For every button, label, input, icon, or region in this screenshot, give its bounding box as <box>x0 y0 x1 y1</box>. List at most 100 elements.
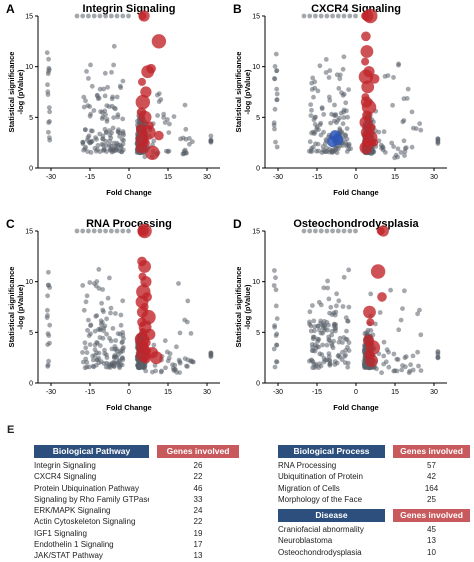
gene-point <box>101 86 106 92</box>
gene-point <box>188 358 194 364</box>
gene-point <box>272 268 277 273</box>
gene-point <box>312 342 318 348</box>
gene-point <box>167 121 172 127</box>
gene-point <box>92 328 98 334</box>
gene-point <box>394 368 400 374</box>
gene-point <box>109 149 115 155</box>
gene-point <box>325 327 330 333</box>
gene-point <box>99 142 105 147</box>
gene-point <box>185 298 191 304</box>
gene-point <box>104 316 109 322</box>
row-name: RNA Processing <box>278 461 337 470</box>
highlighted-gene-point <box>370 264 386 279</box>
table-row: Protein Ubiquination Pathway 46 <box>34 483 239 494</box>
gene-point <box>386 349 391 355</box>
gene-point <box>389 140 395 146</box>
panel-label-e: E <box>7 424 15 436</box>
row-genes-count: 22 <box>193 472 203 482</box>
highlighted-gene-point <box>140 86 152 98</box>
y-axis-label-line1: Statistical significance <box>7 52 16 133</box>
gene-point <box>80 350 85 355</box>
x-tick-label: 30 <box>203 389 211 396</box>
gene-point <box>307 139 313 145</box>
y-axis-label-line2: -log (pValue) <box>243 284 252 330</box>
gene-point <box>113 311 118 316</box>
gene-point <box>188 331 194 336</box>
x-tick-label: 0 <box>354 389 358 396</box>
highlighted-gene-point <box>377 292 387 302</box>
volcano-plots-figure: A Integrin Signaling 0 5 10 15 -30 -15 0 15 30 Fold… <box>6 2 447 412</box>
gene-point <box>184 150 189 156</box>
gene-point <box>182 102 188 108</box>
y-tick-label: 15 <box>25 229 33 236</box>
gene-point <box>301 13 307 19</box>
x-tick-label: -30 <box>273 174 283 181</box>
gene-point <box>321 129 326 135</box>
gene-point <box>416 363 421 369</box>
y-axis-label-line2: -log (pValue) <box>243 69 252 115</box>
x-tick-label: -15 <box>312 174 322 181</box>
gene-point <box>311 318 317 324</box>
gene-point <box>374 366 379 372</box>
gene-point <box>307 13 313 19</box>
gene-point <box>418 127 424 133</box>
gene-point <box>346 267 352 273</box>
y-tick-label: 15 <box>252 14 260 21</box>
gene-point <box>399 367 405 373</box>
gene-point <box>183 126 189 132</box>
gene-point <box>418 368 424 373</box>
gene-point <box>368 291 374 297</box>
gene-point <box>400 363 405 368</box>
highlighted-gene-point <box>141 65 155 79</box>
gene-point <box>271 120 277 126</box>
gene-point <box>170 366 176 371</box>
gene-point <box>417 121 423 126</box>
row-name: JAK/STAT Pathway <box>34 551 103 561</box>
x-tick-label: 15 <box>391 174 399 181</box>
gene-point <box>398 150 404 155</box>
gene-point <box>388 287 393 293</box>
gene-point <box>400 119 406 125</box>
gene-point <box>84 293 90 299</box>
gene-point <box>341 54 347 60</box>
gene-point <box>165 358 171 364</box>
gene-point <box>95 143 101 148</box>
gene-point <box>337 72 343 78</box>
gene-point <box>307 228 313 234</box>
gene-point <box>162 120 168 125</box>
gene-point <box>344 126 350 131</box>
row-name: CXCR4 Signaling <box>34 472 97 482</box>
gene-point <box>274 144 280 150</box>
highlighted-gene-point <box>135 142 148 154</box>
gene-point <box>126 228 131 234</box>
gene-point <box>274 91 280 97</box>
y-tick-label: 10 <box>25 279 33 286</box>
gene-point <box>108 305 114 311</box>
gene-point <box>401 138 407 144</box>
gene-point <box>86 228 91 234</box>
y-axis-label-line2: -log (pValue) <box>16 284 25 330</box>
gene-point <box>335 228 341 234</box>
y-tick-label: 5 <box>29 330 33 337</box>
gene-point <box>315 88 321 94</box>
gene-point <box>166 148 172 154</box>
gene-point <box>321 359 327 365</box>
y-tick-label: 10 <box>25 64 33 71</box>
gene-point <box>315 141 321 147</box>
x-tick-label: 15 <box>391 389 399 396</box>
gene-point <box>326 296 332 302</box>
volcano-plot-a: A Integrin Signaling 0 5 10 15 -30 -15 0 15 30 Fold… <box>6 2 220 197</box>
gene-point <box>163 365 168 371</box>
gene-point <box>80 139 86 145</box>
panel-label: C <box>6 217 15 231</box>
gene-point <box>101 309 106 315</box>
gene-point <box>314 363 319 369</box>
gene-point <box>88 322 94 328</box>
gene-point <box>326 322 331 328</box>
highlighted-gene-point <box>359 141 373 155</box>
gene-point <box>84 350 90 355</box>
gene-point <box>45 92 51 97</box>
gene-point <box>402 288 407 294</box>
gene-point <box>341 335 347 340</box>
gene-point <box>98 326 103 331</box>
